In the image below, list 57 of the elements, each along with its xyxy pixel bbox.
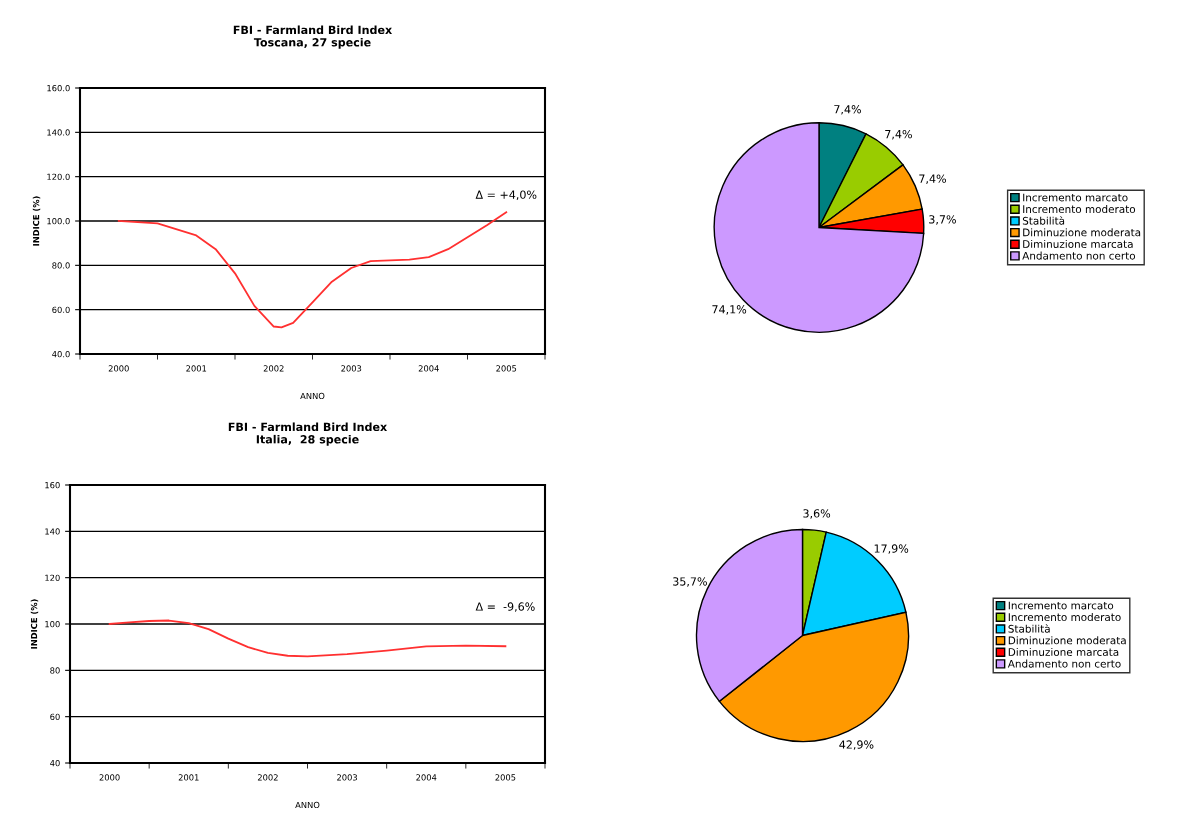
y-tick-label: 60 bbox=[50, 713, 60, 720]
y-tick-label: 80.0 bbox=[52, 262, 70, 269]
x-tick-label: 2000 bbox=[99, 774, 120, 781]
data-label: 17,9% bbox=[874, 544, 909, 554]
legend-label: Incremento moderato bbox=[1008, 612, 1121, 622]
data-label: 7,4% bbox=[885, 129, 912, 140]
data-label: 3,6% bbox=[803, 509, 831, 519]
legend-label: Diminuzione moderata bbox=[1023, 228, 1141, 237]
x-tick-label: 2004 bbox=[418, 365, 439, 372]
legend-label: Stabilità bbox=[1008, 624, 1050, 633]
data-label: 74,1% bbox=[712, 305, 747, 315]
x-axis-title: ANNO bbox=[300, 392, 325, 400]
y-tick-label: 80 bbox=[50, 667, 60, 674]
legend-label: Incremento marcato bbox=[1008, 601, 1114, 610]
data-label: 7,4% bbox=[834, 105, 861, 115]
x-axis-title: ANNO bbox=[295, 801, 320, 809]
x-tick-label: 2003 bbox=[337, 774, 358, 781]
data-label: 42,9% bbox=[839, 740, 874, 750]
y-tick-label: 140.0 bbox=[47, 129, 70, 136]
legend-label: Incremento moderato bbox=[1023, 204, 1136, 214]
legend-label: Andamento non certo bbox=[1007, 659, 1121, 668]
chart-title: FBI - Farmland Bird Index Toscana, 27 specie bbox=[233, 25, 393, 49]
legend-label: Andamento non certo bbox=[1022, 251, 1136, 260]
annotation: Δ = -9,6% bbox=[475, 602, 535, 612]
y-tick-label: 100.0 bbox=[47, 217, 70, 225]
y-tick-label: 120 bbox=[45, 574, 60, 581]
legend-label: Incremento marcato bbox=[1023, 193, 1128, 202]
legend-label: Diminuzione moderata bbox=[1008, 636, 1126, 645]
y-tick-label: 140 bbox=[45, 528, 60, 535]
data-label: 3,7% bbox=[929, 215, 956, 225]
x-tick-label: 2005 bbox=[496, 365, 517, 372]
x-tick-label: 2004 bbox=[416, 774, 437, 781]
x-tick-label: 2002 bbox=[263, 365, 284, 372]
legend-label: Diminuzione marcata bbox=[1008, 647, 1119, 656]
y-tick-label: 100 bbox=[45, 620, 60, 628]
annotation: Δ = +4,0% bbox=[475, 190, 537, 200]
line-series bbox=[108, 619, 507, 658]
y-tick-label: 40 bbox=[50, 759, 60, 767]
x-tick-label: 2001 bbox=[186, 365, 207, 372]
x-tick-label: 2001 bbox=[178, 774, 199, 781]
data-label: 7,4% bbox=[919, 174, 946, 184]
legend-label: Diminuzione marcata bbox=[1023, 239, 1133, 248]
y-tick-label: 40.0 bbox=[52, 350, 70, 358]
data-label: 35,7% bbox=[673, 577, 707, 587]
y-tick-label: 160 bbox=[45, 481, 60, 489]
x-tick-label: 2003 bbox=[341, 365, 362, 372]
y-axis-title: INDICE (%) bbox=[32, 196, 41, 246]
y-tick-label: 160.0 bbox=[47, 84, 70, 92]
y-tick-label: 60.0 bbox=[52, 306, 70, 313]
y-axis-title: INDICE (%) bbox=[30, 599, 39, 649]
chart-title: FBI - Farmland Bird Index Italia, 28 specie bbox=[228, 422, 388, 446]
y-tick-label: 120.0 bbox=[47, 173, 70, 180]
x-tick-label: 2000 bbox=[108, 365, 129, 372]
line-series bbox=[117, 211, 508, 329]
x-tick-label: 2005 bbox=[495, 774, 516, 781]
legend-label: Stabilità bbox=[1022, 216, 1065, 225]
x-tick-label: 2002 bbox=[257, 774, 278, 781]
